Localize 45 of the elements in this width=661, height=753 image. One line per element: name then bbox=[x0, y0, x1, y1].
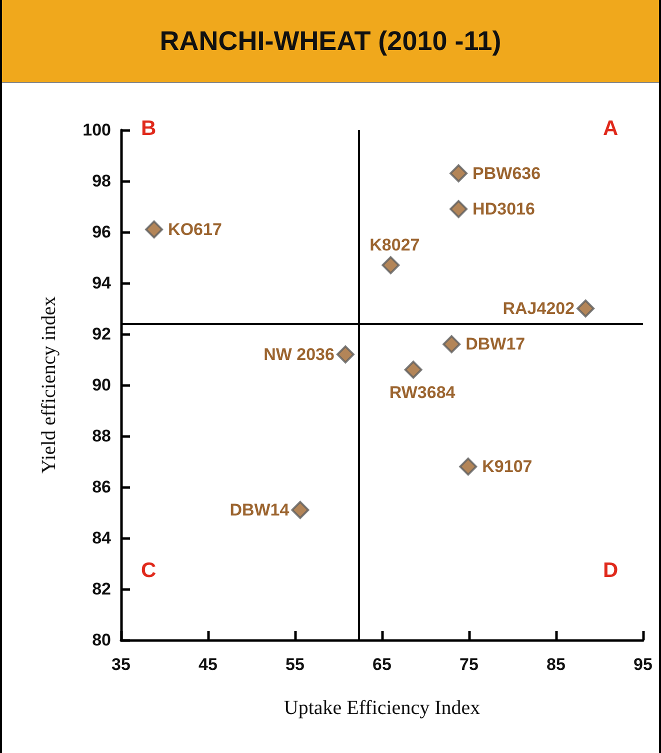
point bbox=[145, 220, 164, 238]
y-tick-label: 84 bbox=[92, 528, 112, 548]
x-tick-label: 65 bbox=[372, 655, 392, 674]
y-tick-label: 94 bbox=[92, 274, 112, 292]
y-tick-label: 80 bbox=[92, 630, 111, 650]
annotation: DBW14 bbox=[230, 500, 290, 520]
y-tick-label: 90 bbox=[92, 376, 111, 394]
annotation: KO617 bbox=[168, 220, 222, 239]
x-tick-label: 45 bbox=[198, 655, 218, 674]
annotation: K8027 bbox=[370, 236, 420, 255]
annotation: RW3684 bbox=[389, 383, 456, 402]
point bbox=[450, 164, 468, 182]
annotation: DBW17 bbox=[466, 334, 526, 354]
point bbox=[336, 345, 354, 364]
x-axis-title: Uptake Efficiency Index bbox=[284, 697, 480, 719]
annotation: NW 2036 bbox=[264, 344, 334, 364]
y-tick-label: 100 bbox=[82, 120, 111, 140]
x-tick-label: 35 bbox=[112, 655, 130, 674]
y-tick-label: 92 bbox=[92, 324, 111, 344]
chart-title: RANCHI-WHEAT (2010 -11) bbox=[2, 0, 659, 83]
annotation: C bbox=[141, 559, 156, 582]
annotation: RAJ4202 bbox=[502, 299, 575, 318]
y-tick-label: 96 bbox=[92, 222, 111, 242]
y-tick-label: 86 bbox=[92, 478, 111, 496]
x-tick-label: 55 bbox=[286, 655, 304, 674]
point bbox=[459, 458, 478, 476]
point bbox=[450, 200, 468, 218]
annotation: HD3016 bbox=[472, 200, 535, 219]
y-axis-title: Yield efficiency index bbox=[38, 296, 60, 474]
annotation: B bbox=[141, 117, 156, 140]
y-tick-label: 82 bbox=[92, 580, 111, 598]
point bbox=[382, 256, 400, 274]
x-tick-label: 95 bbox=[634, 655, 652, 674]
annotation: D bbox=[603, 559, 618, 582]
y-tick-label: 88 bbox=[92, 426, 111, 446]
annotation: A bbox=[603, 117, 618, 140]
point bbox=[291, 500, 310, 519]
annotation: K9107 bbox=[482, 457, 532, 476]
point bbox=[442, 335, 461, 354]
y-tick-label: 98 bbox=[92, 172, 111, 190]
annotation: PBW636 bbox=[472, 164, 541, 183]
x-tick-label: 75 bbox=[460, 655, 478, 674]
x-tick-label: 85 bbox=[546, 655, 566, 674]
point bbox=[404, 360, 422, 379]
point bbox=[576, 300, 595, 318]
